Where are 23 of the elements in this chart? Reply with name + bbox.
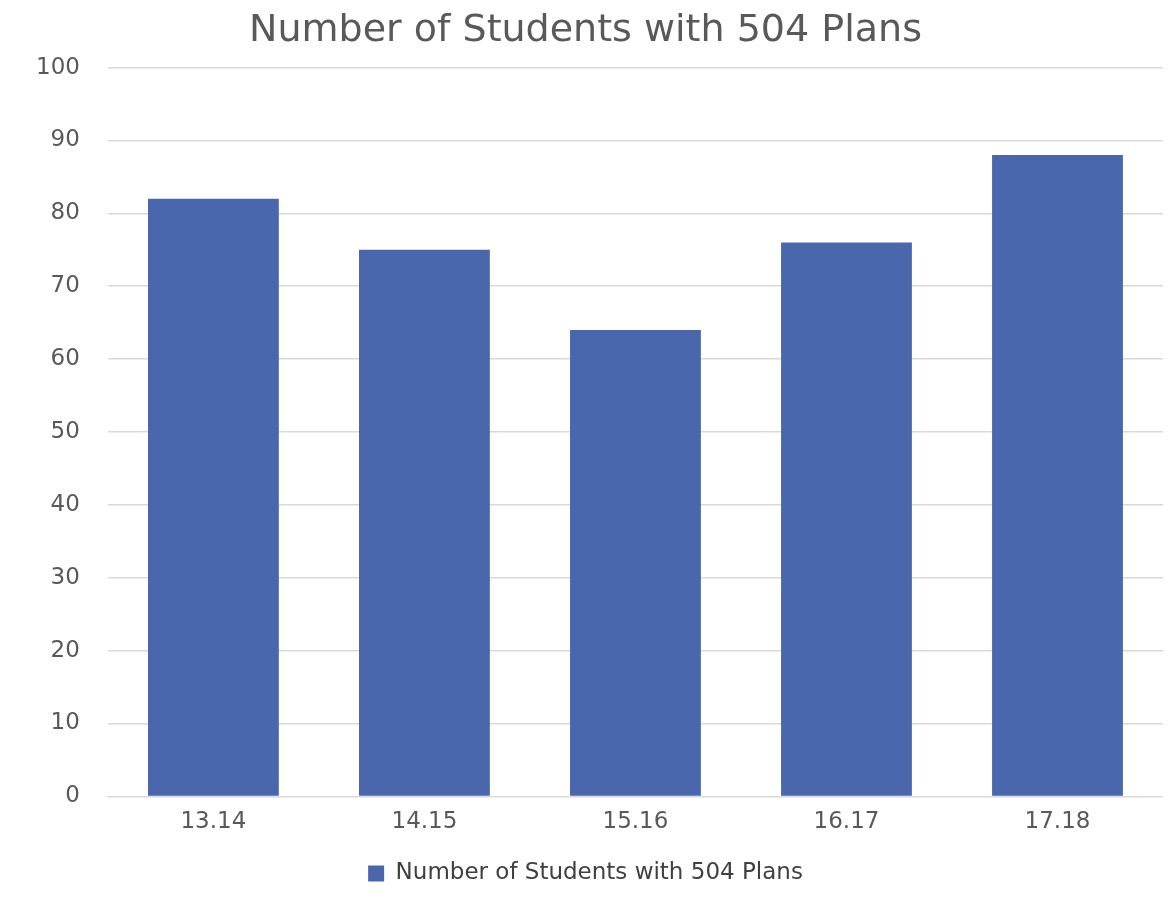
y-tick-label: 20: [50, 635, 80, 662]
bar: [781, 242, 912, 796]
y-tick-label: 10: [50, 708, 80, 735]
x-tick-label: 16.17: [813, 807, 880, 834]
y-tick-label: 40: [50, 489, 80, 516]
bar: [992, 155, 1123, 796]
x-tick-label: 14.15: [391, 807, 458, 834]
x-tick-label: 17.18: [1024, 807, 1091, 834]
y-tick-label: 70: [50, 271, 80, 298]
legend-label: Number of Students with 504 Plans: [395, 858, 803, 885]
x-tick-label: 13.14: [180, 807, 247, 834]
y-tick-label: 0: [65, 781, 80, 808]
chart-title: Number of Students with 504 Plans: [249, 5, 922, 50]
y-tick-label: 50: [50, 416, 80, 443]
y-tick-label: 90: [50, 125, 80, 152]
y-tick-label: 80: [50, 198, 80, 225]
bar: [359, 249, 490, 796]
bar: [570, 329, 701, 796]
y-tick-label: 60: [50, 344, 80, 371]
x-tick-label: 15.16: [602, 807, 669, 834]
y-tick-label: 30: [50, 562, 80, 589]
bar: [147, 198, 279, 796]
y-tick-label: 100: [35, 52, 80, 79]
